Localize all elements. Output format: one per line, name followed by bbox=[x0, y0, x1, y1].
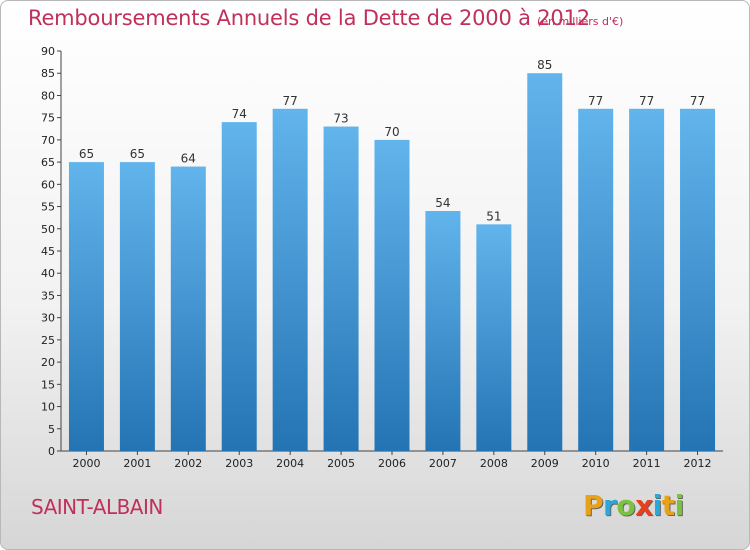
x-tick-label: 2001 bbox=[123, 457, 151, 470]
chart-title: Remboursements Annuels de la Dette de 20… bbox=[28, 6, 590, 30]
bar bbox=[323, 126, 359, 452]
x-tick-label: 2009 bbox=[531, 457, 559, 470]
x-tick-label: 2004 bbox=[276, 457, 304, 470]
bar bbox=[221, 122, 257, 451]
logo-letter: t bbox=[661, 489, 675, 522]
data-label: 51 bbox=[486, 209, 501, 223]
y-tick-label: 50 bbox=[41, 223, 55, 236]
data-label: 70 bbox=[384, 125, 399, 139]
x-tick-label: 2000 bbox=[72, 457, 100, 470]
data-label: 77 bbox=[283, 94, 298, 108]
y-tick-label: 40 bbox=[41, 267, 55, 280]
data-label: 54 bbox=[435, 196, 450, 210]
y-tick-label: 45 bbox=[41, 245, 55, 258]
y-tick-label: 25 bbox=[41, 334, 55, 347]
y-tick-label: 70 bbox=[41, 134, 55, 147]
x-tick-label: 2012 bbox=[684, 457, 712, 470]
y-tick-label: 75 bbox=[41, 112, 55, 125]
x-tick-label: 2011 bbox=[633, 457, 661, 470]
logo-letter: P bbox=[583, 489, 604, 522]
logo-letter: x bbox=[635, 489, 653, 522]
x-tick-label: 2005 bbox=[327, 457, 355, 470]
x-axis: 2000 2001 2002 2003 2004 2005 2006 2007 2008 2009… bbox=[61, 450, 723, 470]
data-label: 65 bbox=[130, 147, 145, 161]
y-tick-label: 20 bbox=[41, 356, 55, 369]
x-tick-label: 2003 bbox=[225, 457, 253, 470]
y-tick-label: 5 bbox=[48, 423, 55, 436]
bars bbox=[68, 73, 716, 452]
data-label: 77 bbox=[690, 94, 705, 108]
data-label: 74 bbox=[232, 107, 247, 121]
x-tick-label: 2008 bbox=[480, 457, 508, 470]
bar bbox=[374, 139, 410, 451]
bar bbox=[578, 108, 614, 452]
bar bbox=[476, 224, 512, 451]
logo-letter: i bbox=[674, 489, 685, 522]
y-tick-label: 35 bbox=[41, 289, 55, 302]
y-tick-label: 55 bbox=[41, 201, 55, 214]
proxiti-logo[interactable]: Proxiti bbox=[583, 489, 684, 522]
bar bbox=[680, 108, 716, 452]
x-tick-label: 2007 bbox=[429, 457, 457, 470]
bar bbox=[629, 108, 665, 452]
y-tick-label: 60 bbox=[41, 178, 55, 191]
commune-name: SAINT-ALBAIN bbox=[31, 495, 163, 519]
data-label: 77 bbox=[588, 94, 603, 108]
logo-letter: r bbox=[603, 489, 617, 522]
y-tick-label: 30 bbox=[41, 312, 55, 325]
y-tick-label: 15 bbox=[41, 378, 55, 391]
y-axis: 0 5 10 15 20 25 30 35 40 45 50 55 60 65 70 75 80 85 90 bbox=[41, 45, 62, 458]
chart-unit: (en milliers d'€) bbox=[537, 15, 624, 28]
y-tick-label: 65 bbox=[41, 156, 55, 169]
bar bbox=[425, 211, 461, 451]
x-tick-label: 2010 bbox=[582, 457, 610, 470]
bar bbox=[272, 108, 308, 452]
y-tick-label: 10 bbox=[41, 401, 55, 414]
bar bbox=[119, 162, 155, 451]
logo-letter: i bbox=[652, 489, 663, 522]
logo-letter: o bbox=[616, 489, 636, 522]
data-label: 73 bbox=[333, 112, 348, 126]
bar bbox=[527, 73, 563, 451]
data-label: 64 bbox=[181, 152, 196, 166]
y-tick-label: 90 bbox=[41, 45, 55, 58]
data-labels: 65 65 64 74 77 73 70 54 51 85 77 77 77 bbox=[79, 58, 705, 223]
x-tick-label: 2006 bbox=[378, 457, 406, 470]
data-label: 77 bbox=[639, 94, 654, 108]
y-tick-label: 80 bbox=[41, 89, 55, 102]
y-tick-label: 0 bbox=[48, 445, 55, 458]
y-tick-label: 85 bbox=[41, 67, 55, 80]
data-label: 85 bbox=[537, 58, 552, 72]
data-label: 65 bbox=[79, 147, 94, 161]
bar bbox=[170, 166, 206, 452]
bar bbox=[68, 162, 104, 451]
x-tick-label: 2002 bbox=[174, 457, 202, 470]
